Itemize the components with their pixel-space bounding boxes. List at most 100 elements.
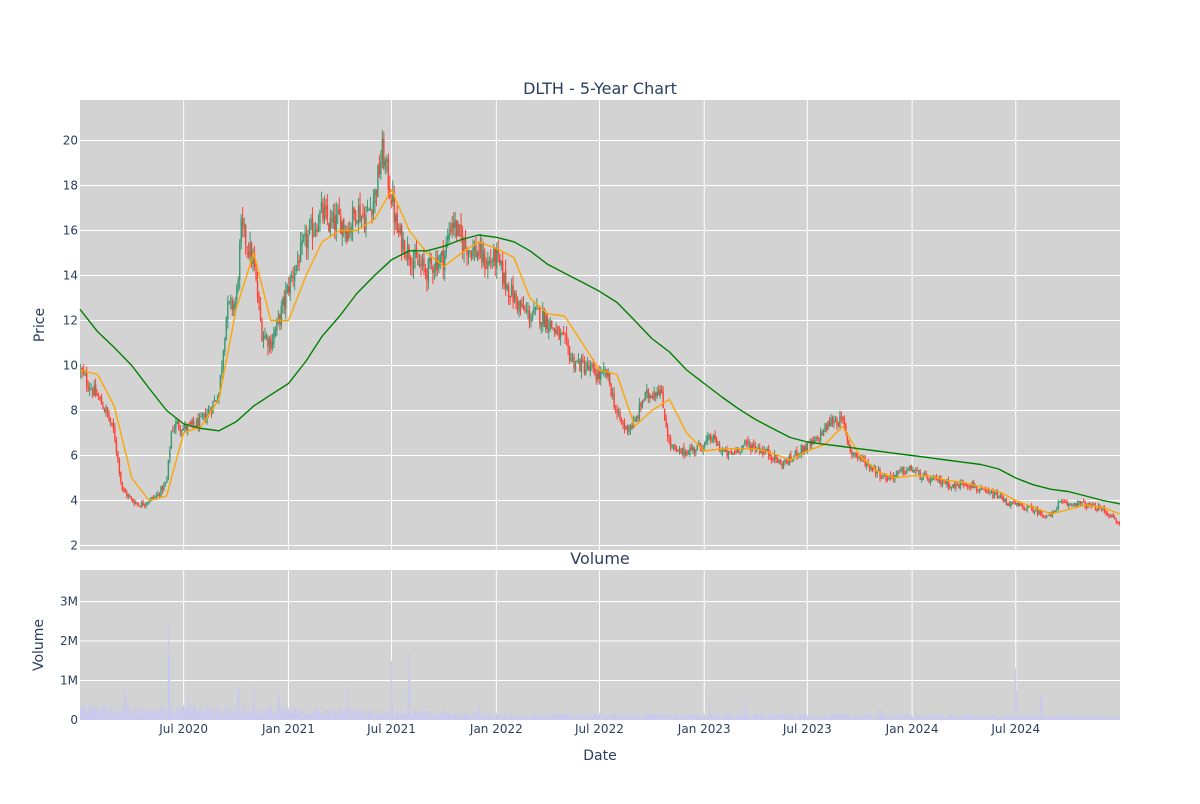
- candle-body: [903, 467, 905, 474]
- volume-bar: [1019, 716, 1021, 720]
- candle-body: [1063, 501, 1065, 503]
- candle-body: [799, 452, 801, 454]
- volume-bar: [274, 711, 276, 720]
- volume-bar: [230, 706, 232, 720]
- candle-body: [444, 253, 446, 272]
- volume-bar: [972, 716, 974, 720]
- candle-body: [97, 397, 100, 399]
- volume-bar: [129, 715, 131, 720]
- volume-bar: [646, 713, 648, 720]
- volume-bar: [603, 716, 605, 720]
- volume-bar: [255, 713, 257, 720]
- volume-bar: [754, 713, 756, 720]
- volume-bar: [360, 711, 362, 720]
- volume-bar: [594, 713, 596, 720]
- volume-bar: [590, 714, 592, 720]
- volume-bar: [834, 714, 836, 720]
- candle-body: [384, 160, 387, 167]
- candle-body: [148, 501, 150, 503]
- volume-bar: [1005, 716, 1007, 720]
- volume-bar: [271, 710, 273, 720]
- candle-body: [359, 204, 361, 222]
- volume-bar: [580, 713, 582, 720]
- volume-bar: [637, 717, 639, 720]
- candle-body: [500, 260, 502, 265]
- candle-body: [510, 284, 513, 297]
- volume-bar: [223, 711, 225, 720]
- volume-bar: [527, 718, 529, 720]
- candle-body: [411, 267, 413, 269]
- candle-body: [585, 368, 587, 375]
- candle-body: [1027, 506, 1030, 508]
- volume-bar: [727, 716, 729, 720]
- volume-bar: [663, 716, 665, 720]
- volume-bar: [246, 714, 248, 720]
- volume-bar: [401, 711, 403, 720]
- volume-bar: [1009, 714, 1011, 720]
- candle-body: [1117, 521, 1119, 523]
- volume-bar: [899, 717, 901, 720]
- volume-bar: [992, 714, 995, 720]
- volume-bar: [433, 716, 435, 720]
- candle-body: [289, 277, 291, 295]
- candle-body: [876, 471, 878, 474]
- candle-body: [821, 432, 823, 435]
- candle-body: [964, 484, 966, 486]
- candle-body: [898, 469, 901, 471]
- candle-body: [574, 364, 577, 370]
- volume-bar: [244, 706, 246, 720]
- candle-body: [542, 310, 544, 324]
- candle-body: [782, 463, 785, 468]
- volume-bar: [430, 713, 432, 720]
- candle-body: [365, 214, 367, 229]
- volume-bar: [113, 709, 115, 720]
- candle-body: [501, 261, 504, 284]
- volume-bar: [84, 707, 86, 720]
- candle-body: [860, 455, 862, 460]
- volume-bar: [893, 715, 895, 720]
- volume-bar: [497, 716, 499, 720]
- volume-bar: [551, 715, 553, 720]
- volume-bar: [1101, 715, 1103, 720]
- candle-body: [628, 428, 630, 433]
- volume-bar: [515, 714, 517, 720]
- candle-body: [1100, 508, 1103, 510]
- price-y-tick-label: 14: [63, 269, 78, 283]
- volume-bar: [366, 712, 368, 720]
- volume-bar: [148, 709, 150, 720]
- candle-body: [926, 475, 929, 480]
- volume-bar: [914, 717, 916, 720]
- candle-body: [448, 233, 450, 239]
- volume-bar: [467, 716, 469, 720]
- candle-body: [231, 300, 233, 310]
- volume-bar: [558, 715, 560, 720]
- volume-bar: [1040, 695, 1042, 720]
- candle-body: [565, 334, 568, 340]
- volume-bar: [695, 713, 698, 720]
- volume-bar: [672, 717, 674, 720]
- volume-bar: [1047, 717, 1049, 720]
- volume-bar: [422, 713, 424, 720]
- candle-body: [482, 250, 485, 263]
- volume-bar: [829, 718, 832, 720]
- volume-bar: [732, 715, 735, 720]
- volume-bar: [608, 715, 610, 720]
- volume-bar: [1091, 714, 1093, 720]
- candle-body: [277, 316, 280, 318]
- volume-bar: [810, 716, 812, 720]
- volume-bar: [1098, 716, 1100, 720]
- candle-body: [802, 445, 804, 453]
- volume-bar: [256, 714, 258, 720]
- candle-body: [221, 366, 223, 375]
- candle-body: [252, 257, 254, 264]
- volume-bar: [777, 715, 780, 720]
- volume-bar: [865, 715, 867, 720]
- volume-bar: [601, 717, 603, 720]
- volume-bar: [420, 715, 423, 720]
- volume-bar: [552, 713, 554, 720]
- volume-bar: [945, 718, 947, 720]
- volume-bar: [905, 715, 907, 720]
- volume-bar: [900, 713, 902, 720]
- candle-body: [187, 424, 189, 431]
